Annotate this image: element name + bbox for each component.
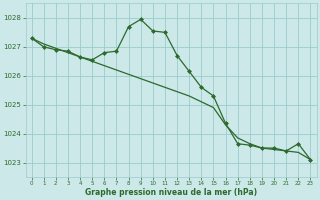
X-axis label: Graphe pression niveau de la mer (hPa): Graphe pression niveau de la mer (hPa) xyxy=(85,188,257,197)
